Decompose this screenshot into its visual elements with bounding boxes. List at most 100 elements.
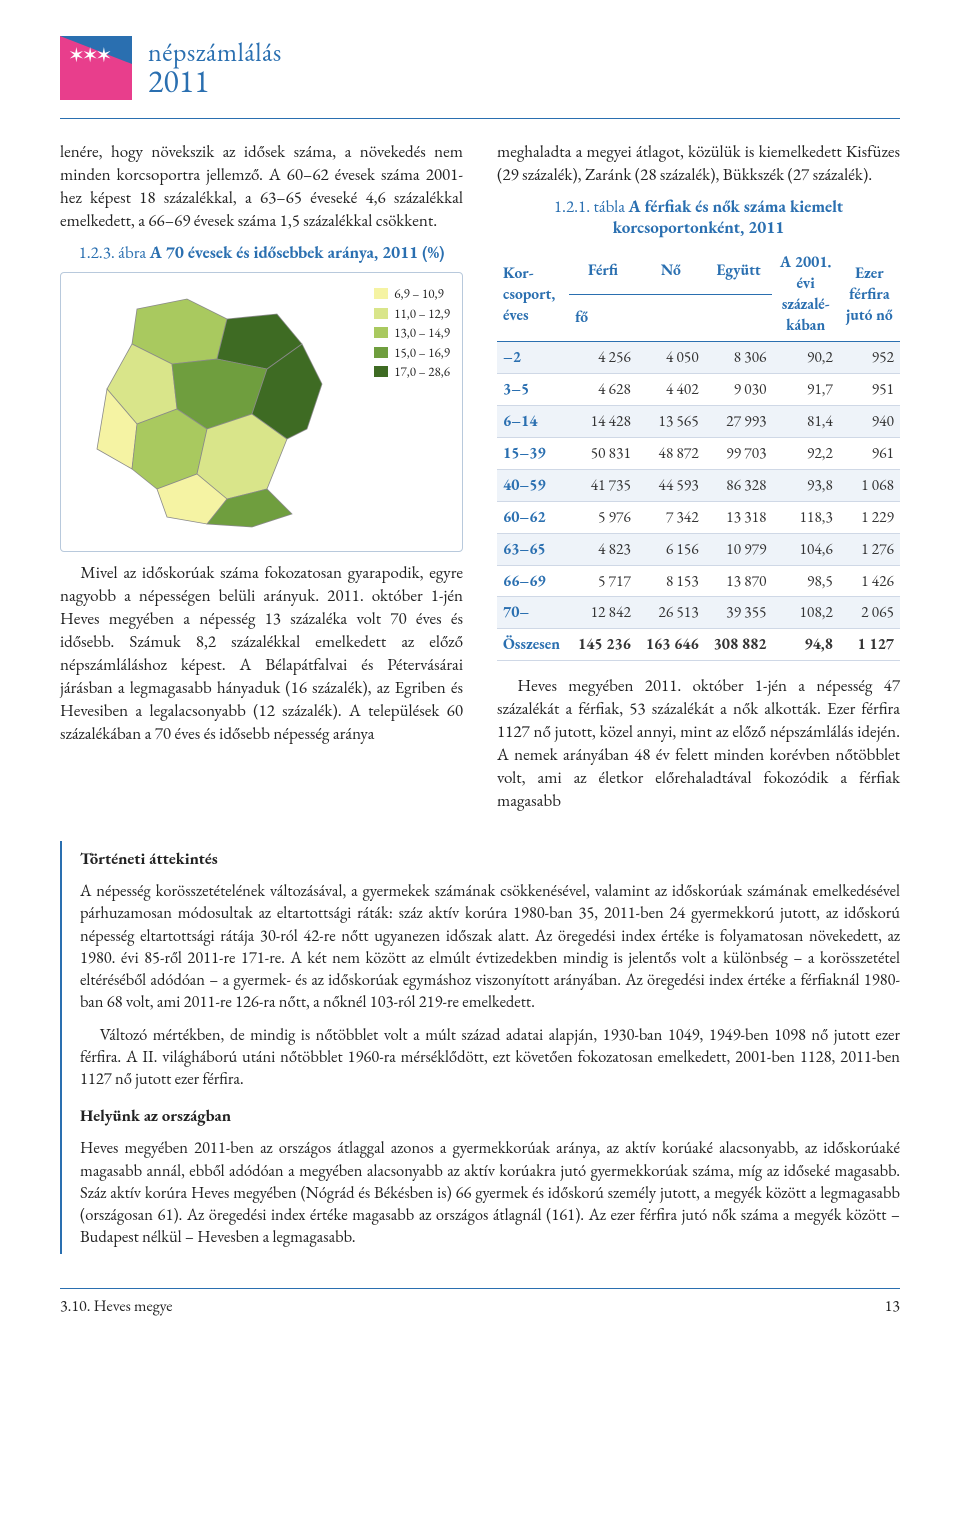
table-row: –24 2564 0508 30690,2952 (497, 342, 900, 374)
table-cell: 951 (839, 373, 900, 405)
table-cell: 1 229 (839, 501, 900, 533)
table-cell: –2 (497, 342, 569, 374)
table-row: 15–3950 83148 87299 70392,2961 (497, 437, 900, 469)
table-cell: 90,2 (772, 342, 838, 374)
table-cell: 1 127 (839, 629, 900, 661)
table-cell: 93,8 (772, 469, 838, 501)
table-cell: 952 (839, 342, 900, 374)
table-cell: 5 976 (569, 501, 637, 533)
table-cell: 2 065 (839, 597, 900, 629)
th-age: Kor- csoport, éves (497, 247, 569, 341)
table-cell: 8 306 (705, 342, 773, 374)
legend-row: 11,0 – 12,9 (374, 305, 450, 323)
right-para-1: meghaladta a megyei átlagot, közülük is … (497, 141, 900, 187)
table-row: 60–625 9767 34213 318118,31 229 (497, 501, 900, 533)
table-cell: 98,5 (772, 565, 838, 597)
table-cell: 94,8 (772, 629, 838, 661)
legend-label: 17,0 – 28,6 (394, 363, 450, 381)
legend-swatch (374, 327, 388, 338)
table-body: –24 2564 0508 30690,29523–54 6284 4029 0… (497, 342, 900, 661)
table-cell: 308 882 (705, 629, 773, 661)
table-cell: 66–69 (497, 565, 569, 597)
table-cell: 145 236 (569, 629, 637, 661)
table-cell: 50 831 (569, 437, 637, 469)
logo-people-icon: ✶✶✶ (68, 42, 109, 69)
left-para-1: lenére, hogy növekszik az idősek száma, … (60, 141, 463, 233)
table-cell: 13 565 (637, 405, 705, 437)
table-cell: 41 735 (569, 469, 637, 501)
history-box: Történeti áttekintés A népesség korössze… (60, 841, 900, 1254)
right-column: meghaladta a megyei átlagot, közülük is … (497, 141, 900, 813)
table-cell: 4 823 (569, 533, 637, 565)
logo-text: népszámlálás 2011 (148, 39, 282, 97)
table-cell: 92,2 (772, 437, 838, 469)
table-cell: 48 872 (637, 437, 705, 469)
th-ratio: Ezer férfira jutó nő (839, 247, 900, 341)
legend-swatch (374, 308, 388, 319)
table-cell: 10 979 (705, 533, 773, 565)
left-para-2: Mivel az időskorúak száma fokozatosan gy… (60, 562, 463, 746)
table-cell: 81,4 (772, 405, 838, 437)
table-cell: 940 (839, 405, 900, 437)
legend-swatch (374, 366, 388, 377)
legend-label: 15,0 – 16,9 (394, 344, 450, 362)
table-cell: 3–5 (497, 373, 569, 405)
table-cell: Összesen (497, 629, 569, 661)
table-cell: 104,6 (772, 533, 838, 565)
table-cell: 1 068 (839, 469, 900, 501)
table-cell: 26 513 (637, 597, 705, 629)
history-title-2: Helyünk az országban (80, 1104, 900, 1126)
table-cell: 12 842 (569, 597, 637, 629)
footer-right: 13 (885, 1295, 900, 1317)
history-p1: A népesség korösszetételének változásáva… (80, 879, 900, 1013)
logo-word-2: 2011 (148, 65, 282, 97)
table-cell: 27 993 (705, 405, 773, 437)
history-title-1: Történeti áttekintés (80, 847, 900, 869)
table-cell: 39 355 (705, 597, 773, 629)
table-cell: 13 318 (705, 501, 773, 533)
table-caption: A férfiak és nők száma kiemelt korcsopor… (613, 196, 843, 239)
legend-label: 11,0 – 12,9 (394, 305, 450, 323)
figure-number: 1.2.3. ábra (79, 242, 147, 264)
legend-row: 6,9 – 10,9 (374, 285, 450, 303)
table-title: 1.2.1. tábla A férfiak és nők száma kiem… (497, 197, 900, 240)
legend-row: 17,0 – 28,6 (374, 363, 450, 381)
figure-title: 1.2.3. ábra A 70 évesek és idősebbek ará… (60, 243, 463, 264)
table-cell: 6–14 (497, 405, 569, 437)
table-cell: 5 717 (569, 565, 637, 597)
table-row: 66–695 7178 15313 87098,51 426 (497, 565, 900, 597)
legend-row: 15,0 – 16,9 (374, 344, 450, 362)
table-cell: 60–62 (497, 501, 569, 533)
legend-row: 13,0 – 14,9 (374, 324, 450, 342)
map-figure: 6,9 – 10,9 11,0 – 12,913,0 – 14,9 15,0 – 1… (60, 272, 463, 552)
table-cell: 163 646 (637, 629, 705, 661)
legend-label: 6,9 – 10,9 (394, 285, 444, 303)
left-column: lenére, hogy növekszik az idősek száma, … (60, 141, 463, 813)
table-cell: 44 593 (637, 469, 705, 501)
table-row: 70–12 84226 51339 355108,22 065 (497, 597, 900, 629)
table-cell: 4 050 (637, 342, 705, 374)
table-head: Kor- csoport, éves Férfi Nő Együtt A 200… (497, 247, 900, 341)
table-number: 1.2.1. tábla (554, 196, 625, 218)
table-cell: 118,3 (772, 501, 838, 533)
age-table: Kor- csoport, éves Férfi Nő Együtt A 200… (497, 247, 900, 661)
table-row: 63–654 8236 15610 979104,61 276 (497, 533, 900, 565)
table-cell: 4 402 (637, 373, 705, 405)
table-cell: 7 342 (637, 501, 705, 533)
logo-mark: ✶✶✶ (60, 36, 132, 100)
table-cell: 63–65 (497, 533, 569, 565)
footer-left: 3.10. Heves megye (60, 1295, 173, 1317)
legend-label: 13,0 – 14,9 (394, 324, 450, 342)
table-cell: 15–39 (497, 437, 569, 469)
body-columns: lenére, hogy növekszik az idősek száma, … (60, 141, 900, 813)
table-cell: 70– (497, 597, 569, 629)
table-cell: 91,7 (772, 373, 838, 405)
table-row: 6–1414 42813 56527 99381,4940 (497, 405, 900, 437)
table-cell: 961 (839, 437, 900, 469)
table-row: 3–54 6284 4029 03091,7951 (497, 373, 900, 405)
table-cell: 99 703 (705, 437, 773, 469)
th-sub-fo: fő (569, 294, 772, 341)
choropleth-map (77, 289, 337, 529)
table-cell: 108,2 (772, 597, 838, 629)
legend-swatch (374, 288, 388, 299)
